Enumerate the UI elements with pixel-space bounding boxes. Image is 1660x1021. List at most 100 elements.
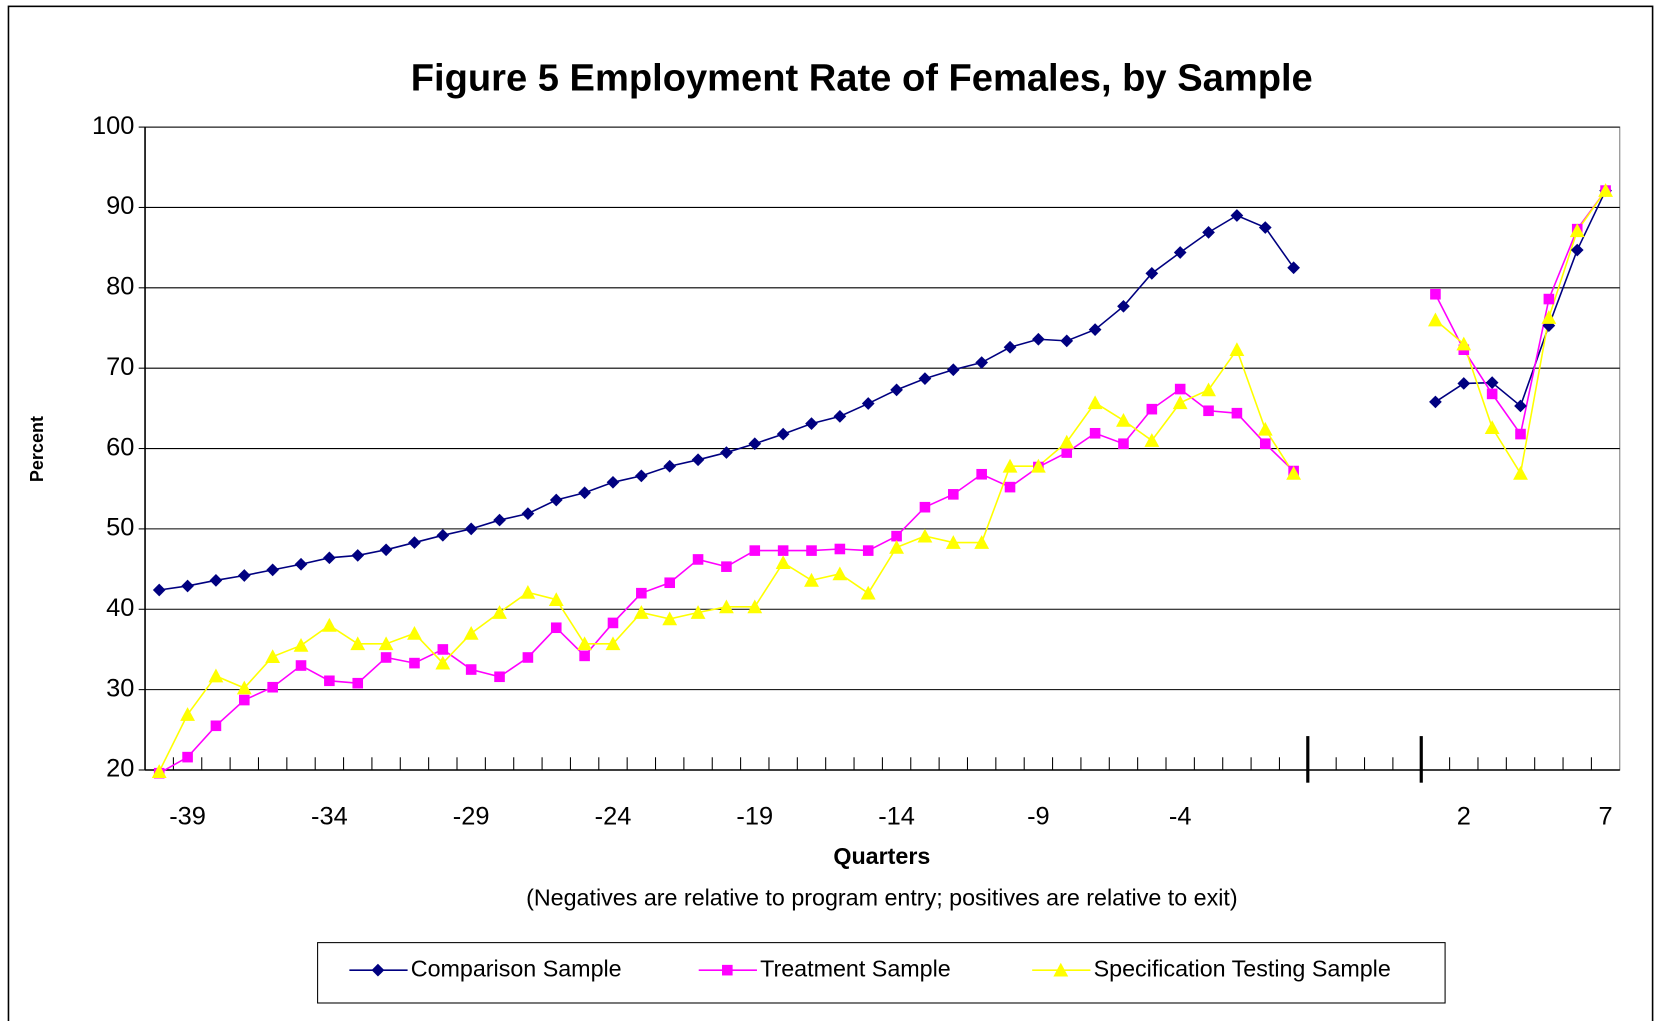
data-point: [747, 599, 763, 614]
data-point: [722, 964, 733, 976]
data-point: [1030, 458, 1046, 473]
data-point: [860, 585, 876, 600]
data-point: [749, 545, 761, 556]
data-point: [267, 681, 278, 693]
data-point: [834, 543, 846, 555]
data-point: [1258, 221, 1272, 234]
data-point: [409, 657, 420, 669]
data-point: [832, 566, 848, 581]
data-point: [435, 655, 451, 670]
data-point: [805, 417, 818, 430]
data-point: [239, 694, 250, 706]
data-point: [748, 437, 762, 451]
data-point: [352, 677, 364, 689]
data-point: [1570, 243, 1584, 257]
data-point: [636, 587, 647, 599]
data-point: [1118, 438, 1129, 450]
data-point: [1146, 403, 1158, 415]
data-point: [1061, 447, 1073, 458]
data-point: [775, 555, 791, 570]
data-point: [294, 557, 308, 571]
data-point: [919, 501, 931, 513]
data-point: [1515, 428, 1526, 440]
data-point: [1060, 334, 1074, 348]
data-point: [548, 592, 564, 606]
data-point: [918, 372, 932, 385]
data-point: [719, 599, 734, 614]
legend-label: Specification Testing Sample: [1094, 955, 1391, 981]
data-point: [293, 638, 309, 652]
data-point: [379, 543, 393, 557]
data-point: [1485, 376, 1499, 389]
data-point: [182, 751, 193, 763]
data-point: [577, 636, 593, 651]
x-tick-label: -14: [878, 802, 915, 830]
data-point: [664, 577, 675, 589]
data-point: [691, 453, 705, 467]
data-point: [321, 617, 337, 632]
x-tick-label: -4: [1169, 802, 1192, 830]
data-point: [1089, 427, 1101, 439]
data-point: [181, 579, 194, 593]
data-point: [1231, 407, 1243, 419]
data-point: [662, 611, 678, 626]
data-point: [463, 625, 479, 640]
data-point: [266, 563, 280, 577]
data-point: [371, 963, 385, 977]
y-tick-label: 40: [106, 594, 134, 622]
data-point: [1543, 293, 1555, 305]
data-point: [210, 720, 222, 732]
data-point: [1259, 438, 1271, 450]
data-point: [721, 561, 732, 572]
data-point: [605, 636, 621, 651]
y-tick-label: 90: [106, 192, 134, 220]
data-point: [891, 530, 902, 542]
data-point: [917, 528, 933, 543]
data-point: [1598, 183, 1614, 197]
y-axis-label: Percent: [27, 416, 47, 482]
data-point: [324, 675, 335, 687]
x-tick-label: -24: [595, 802, 632, 830]
data-point: [265, 649, 281, 664]
x-tick-label: 2: [1457, 802, 1471, 830]
data-point: [1004, 481, 1016, 493]
y-tick-label: 80: [106, 273, 134, 301]
data-point: [465, 664, 477, 675]
x-tick-label: -39: [169, 802, 206, 830]
data-point: [1173, 246, 1187, 259]
data-point: [579, 650, 590, 662]
chart-title: Figure 5 Employment Rate of Females, by …: [411, 57, 1313, 100]
data-point: [1429, 395, 1442, 409]
data-point: [380, 652, 392, 663]
data-point: [1145, 266, 1159, 280]
data-point: [1569, 223, 1585, 238]
data-point: [1430, 288, 1441, 300]
data-point: [1229, 342, 1245, 357]
y-tick-label: 30: [106, 674, 134, 702]
data-point: [974, 535, 990, 549]
y-tick-label: 50: [106, 514, 134, 542]
data-point: [209, 573, 223, 587]
x-tick-label: -34: [311, 802, 348, 830]
x-axis-label: Quarters: [833, 843, 930, 869]
data-point: [378, 636, 394, 651]
data-point: [976, 468, 987, 480]
x-tick-label: -9: [1027, 802, 1050, 830]
x-tick-label: -19: [736, 802, 773, 830]
data-point: [350, 636, 366, 651]
legend-box: [317, 942, 1446, 1004]
data-point: [1514, 399, 1527, 413]
data-point: [1053, 962, 1069, 977]
data-point: [804, 572, 819, 587]
data-point: [1201, 382, 1216, 397]
data-point: [578, 486, 591, 500]
data-point: [1286, 466, 1302, 480]
legend-label: Treatment Sample: [760, 955, 951, 981]
data-point: [1486, 388, 1498, 400]
data-point: [946, 363, 960, 377]
data-point: [437, 644, 449, 655]
data-point: [1428, 312, 1443, 327]
data-point: [806, 545, 817, 556]
x-tick-label: 7: [1599, 802, 1613, 830]
